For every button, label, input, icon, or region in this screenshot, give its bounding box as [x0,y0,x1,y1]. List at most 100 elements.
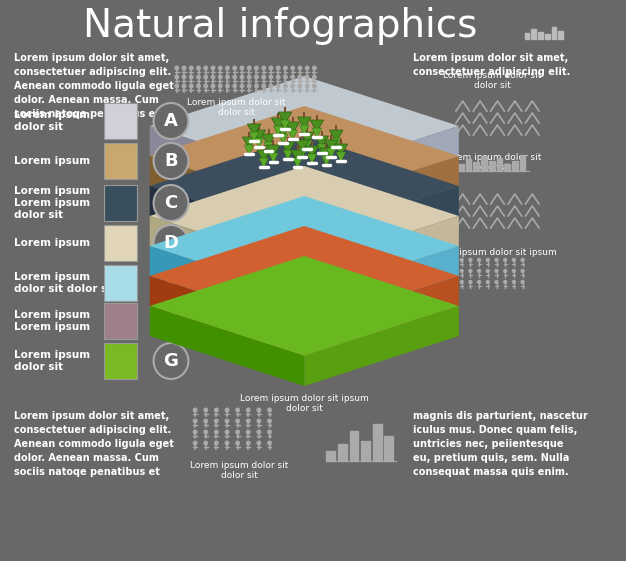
Polygon shape [290,150,304,162]
Circle shape [193,430,197,434]
Text: Natural infographics: Natural infographics [83,7,477,45]
Circle shape [182,66,186,70]
Polygon shape [315,136,329,148]
Circle shape [204,408,207,412]
Polygon shape [278,112,292,124]
Circle shape [257,408,260,412]
Circle shape [469,259,472,261]
Bar [384,436,393,461]
Circle shape [291,75,294,79]
Circle shape [233,66,237,70]
Polygon shape [299,125,309,135]
Circle shape [269,84,273,88]
Circle shape [190,75,193,79]
Circle shape [486,269,490,273]
Circle shape [197,84,200,88]
Polygon shape [293,158,302,168]
Bar [473,162,479,171]
Circle shape [190,84,193,88]
Circle shape [257,419,260,423]
Text: Lorem ipsum dolor sit ipsum: Lorem ipsum dolor sit ipsum [428,248,557,257]
Text: Lorem ipsum dolor sit
dolor sit: Lorem ipsum dolor sit dolor sit [443,71,542,90]
Circle shape [236,419,239,423]
Circle shape [305,75,309,79]
Text: Lorem ipsum
dolor sit: Lorem ipsum dolor sit [14,350,91,372]
Circle shape [486,259,490,261]
Circle shape [204,66,207,70]
Circle shape [175,75,178,79]
Polygon shape [150,156,304,236]
Circle shape [298,75,302,79]
Circle shape [443,259,446,261]
Circle shape [298,66,302,70]
Circle shape [255,75,258,79]
Polygon shape [150,276,304,356]
Circle shape [153,103,188,139]
Text: A: A [164,112,178,130]
Circle shape [513,280,515,283]
Circle shape [153,343,188,379]
Circle shape [284,75,287,79]
Polygon shape [331,138,341,148]
Circle shape [215,430,218,434]
Circle shape [495,259,498,261]
Bar [481,156,487,171]
Circle shape [175,84,178,88]
Bar [466,159,471,171]
Circle shape [257,430,260,434]
Circle shape [495,280,498,283]
Bar [531,29,536,39]
Polygon shape [297,117,311,129]
Bar [552,27,557,39]
Polygon shape [297,148,307,158]
Circle shape [469,269,472,273]
Polygon shape [150,256,459,356]
Polygon shape [334,144,348,156]
Circle shape [262,75,265,79]
Circle shape [236,408,239,412]
Circle shape [204,430,207,434]
Circle shape [486,280,490,283]
Polygon shape [150,76,459,176]
Circle shape [182,75,186,79]
Polygon shape [257,150,270,162]
Circle shape [478,269,481,273]
Circle shape [312,75,316,79]
Polygon shape [280,120,290,130]
Bar [525,33,530,39]
Circle shape [451,259,454,261]
Circle shape [495,269,498,273]
Circle shape [451,280,454,283]
Polygon shape [259,158,269,168]
Polygon shape [304,246,459,326]
Circle shape [211,84,215,88]
Text: Lorem ipsum
Lorem ipsum: Lorem ipsum Lorem ipsum [14,310,91,332]
Polygon shape [304,306,459,386]
Bar [496,158,502,171]
Polygon shape [322,156,331,166]
Circle shape [277,84,280,88]
Bar [450,167,456,171]
Bar [545,34,550,39]
Polygon shape [252,130,265,142]
Polygon shape [305,146,319,158]
Bar [105,303,137,339]
Polygon shape [150,126,304,206]
Text: magnis dis parturient, nascetur
iculus mus. Donec quam felis,
untricies nec, pei: magnis dis parturient, nascetur iculus m… [413,411,588,477]
Text: Lorem ipsum
dolor sit: Lorem ipsum dolor sit [14,110,91,132]
Circle shape [225,419,228,423]
Circle shape [226,66,229,70]
Polygon shape [304,126,459,206]
Polygon shape [150,136,459,236]
Circle shape [284,84,287,88]
Polygon shape [264,142,274,152]
Circle shape [247,75,251,79]
Bar [105,103,137,139]
Bar [327,451,335,461]
Circle shape [291,84,294,88]
Text: Lorem ipsum dolor sit
dolor sit: Lorem ipsum dolor sit dolor sit [190,461,289,480]
Polygon shape [274,126,283,136]
Polygon shape [304,276,459,356]
Polygon shape [244,145,254,155]
Text: C: C [165,194,178,212]
